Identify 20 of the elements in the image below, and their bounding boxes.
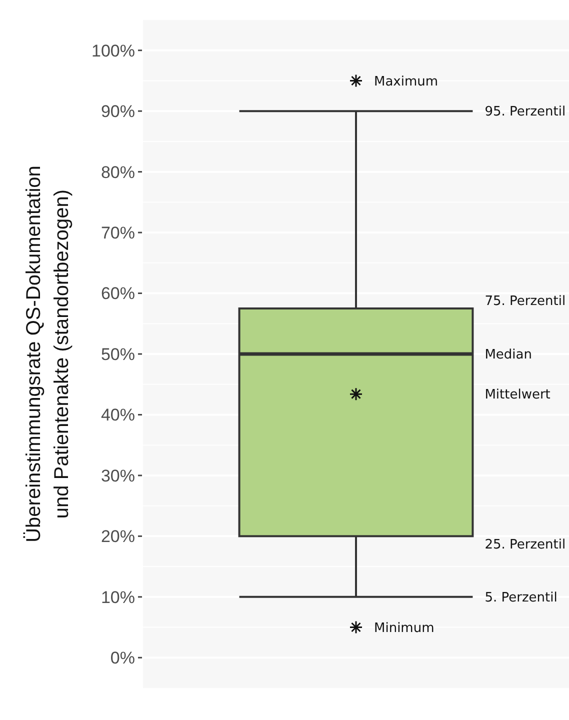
annotation: Maximum — [374, 74, 438, 90]
annotation: 95. Perzentil — [484, 104, 566, 120]
y-tick-label: 10% — [100, 588, 135, 607]
y-tick-label: 40% — [100, 406, 135, 425]
y-tick-label: 20% — [100, 527, 135, 546]
annotation: 5. Perzentil — [484, 590, 558, 606]
annotation: Minimum — [374, 620, 434, 636]
y-tick-label: 70% — [100, 223, 135, 242]
y-tick-label: 0% — [110, 648, 135, 668]
annotation: 75. Perzentil — [484, 294, 566, 310]
y-tick-label: 90% — [100, 102, 135, 122]
y-tick-label: 30% — [100, 466, 135, 486]
annotation: Mittelwert — [484, 388, 550, 403]
y-tick-label: 50% — [100, 344, 135, 364]
y-tick-label: 60% — [100, 284, 135, 304]
y-tick-label: 80% — [100, 162, 135, 182]
annotation: Median — [484, 348, 532, 363]
y-axis-title: Übereinstimmungsrate QS-Dokumentation und Patientenakte (standortbezogen) — [23, 166, 73, 542]
y-tick-label: 100% — [92, 41, 135, 60]
annotation: 25. Perzentil — [484, 538, 566, 553]
